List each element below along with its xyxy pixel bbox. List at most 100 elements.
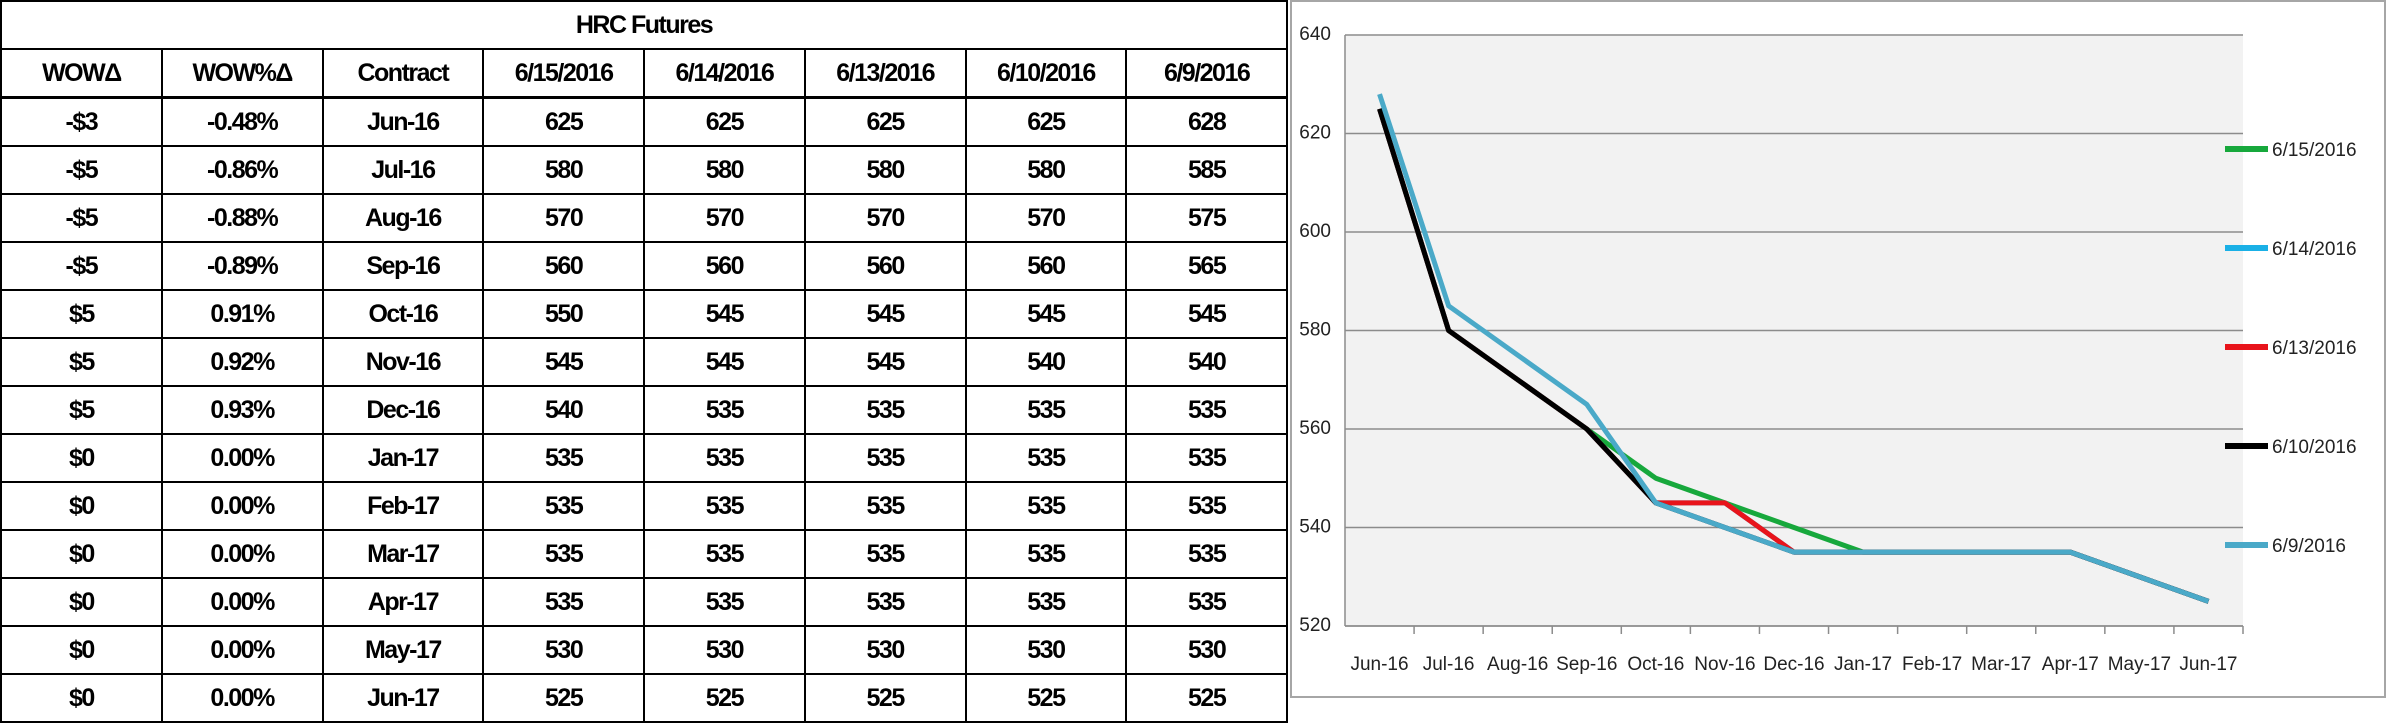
table-cell: 570 (643, 193, 806, 243)
table-cell: 535 (482, 433, 645, 483)
table-cell: 625 (964, 96, 1128, 147)
table-cell: $0 (0, 625, 163, 675)
legend-label: 6/15/2016 (2272, 140, 2357, 161)
table-cell: 535 (964, 385, 1128, 435)
table-cell: 585 (1125, 145, 1288, 195)
table-cell: -0.89% (160, 241, 324, 291)
data-row: $5 0.91% Oct-16 550 545 545 545 545 (0, 289, 1288, 339)
table-cell: $0 (0, 433, 163, 483)
table-cell: -$5 (0, 241, 163, 291)
table-cell: 550 (482, 289, 645, 339)
table-cell: 535 (482, 529, 645, 579)
data-row: -$5 -0.88% Aug-16 570 570 570 570 575 (0, 193, 1288, 243)
column-header: Contract (321, 48, 485, 99)
series-line (1377, 93, 2210, 604)
table-cell: 625 (643, 96, 806, 147)
table-cell: 0.00% (160, 481, 324, 531)
table-cell: 560 (803, 241, 967, 291)
table-cell: 530 (803, 625, 967, 675)
table-cell: Oct-16 (321, 289, 485, 339)
table-cell: 0.00% (160, 577, 324, 627)
table-cell: 580 (964, 145, 1128, 195)
table-cell: 560 (482, 241, 645, 291)
column-header: WOWΔ (0, 48, 163, 99)
x-tick-label: Aug-16 (1487, 654, 1548, 675)
table-cell: 0.00% (160, 529, 324, 579)
table-cell: 525 (964, 673, 1128, 723)
table-cell: 535 (803, 433, 967, 483)
table-cell: Dec-16 (321, 385, 485, 435)
table-cell: 545 (1125, 289, 1288, 339)
table-cell: 570 (964, 193, 1128, 243)
table-cell: 565 (1125, 241, 1288, 291)
table-cell: 580 (482, 145, 645, 195)
table-cell: Jun-17 (321, 673, 485, 723)
table-cell: 545 (803, 289, 967, 339)
y-tick-label: 560 (1299, 418, 1331, 439)
table-cell: 0.00% (160, 433, 324, 483)
table-cell: May-17 (321, 625, 485, 675)
data-row: $5 0.93% Dec-16 540 535 535 535 535 (0, 385, 1288, 435)
table-cell: 628 (1125, 96, 1288, 147)
table-cell: 535 (643, 481, 806, 531)
table-cell: 575 (1125, 193, 1288, 243)
table-cell: 560 (964, 241, 1128, 291)
table-cell: 540 (1125, 337, 1288, 387)
y-tick-label: 640 (1299, 24, 1331, 45)
column-header: 6/13/2016 (803, 48, 967, 99)
table-cell: $0 (0, 673, 163, 723)
table-cell: 525 (482, 673, 645, 723)
column-header: 6/9/2016 (1125, 48, 1288, 99)
data-row: -$5 -0.86% Jul-16 580 580 580 580 585 (0, 145, 1288, 195)
column-header: WOW%Δ (160, 48, 324, 99)
table-cell: 535 (803, 385, 967, 435)
table-cell: Mar-17 (321, 529, 485, 579)
x-tick-label: Feb-17 (1902, 654, 1962, 675)
legend-label: 6/9/2016 (2272, 536, 2346, 557)
x-tick-label: Jun-17 (2179, 654, 2237, 675)
table-cell: 545 (964, 289, 1128, 339)
table-cell: $5 (0, 289, 163, 339)
table-cell: 0.93% (160, 385, 324, 435)
x-tick-label: Mar-17 (1971, 654, 2031, 675)
x-tick-label: Jan-17 (1834, 654, 1892, 675)
x-tick-label: Sep-16 (1556, 654, 1617, 675)
table-cell: $0 (0, 529, 163, 579)
chart: 520 540 560 580 600 620 640 Jun-16 Jul-16 Aug-16 S… (1290, 0, 2386, 698)
column-header: 6/15/2016 (482, 48, 645, 99)
table-cell: Aug-16 (321, 193, 485, 243)
table-cell: 540 (482, 385, 645, 435)
table-cell: -0.88% (160, 193, 324, 243)
table-cell: 535 (964, 433, 1128, 483)
y-tick-label: 520 (1299, 615, 1331, 636)
table-cell: 535 (643, 385, 806, 435)
table-cell: 530 (964, 625, 1128, 675)
table-cell: 545 (803, 337, 967, 387)
table-cell: $5 (0, 337, 163, 387)
table-title: HRC Futures (0, 0, 1288, 50)
table-cell: Nov-16 (321, 337, 485, 387)
table-cell: Jun-16 (321, 96, 485, 147)
table-cell: 535 (643, 529, 806, 579)
table-cell: 535 (803, 481, 967, 531)
table-cell: 530 (643, 625, 806, 675)
table-cell: 525 (803, 673, 967, 723)
table-cell: 535 (803, 577, 967, 627)
data-row: $5 0.92% Nov-16 545 545 545 540 540 (0, 337, 1288, 387)
table-cell: Sep-16 (321, 241, 485, 291)
table-cell: 625 (482, 96, 645, 147)
table-cell: 545 (643, 289, 806, 339)
x-tick-label: Dec-16 (1763, 654, 1824, 675)
futures-table: HRC Futures WOWΔ WOW%Δ Contract 6/15/2016 6/… (0, 0, 1288, 723)
table-cell: 540 (964, 337, 1128, 387)
table-cell: 535 (1125, 385, 1288, 435)
table-cell: 525 (643, 673, 806, 723)
legend-label: 6/10/2016 (2272, 437, 2357, 458)
table-body: HRC Futures WOWΔ WOW%Δ Contract 6/15/2016 6/… (0, 0, 1288, 723)
table-cell: 545 (643, 337, 806, 387)
data-row: $0 0.00% May-17 530 530 530 530 530 (0, 625, 1288, 675)
table-cell: 0.92% (160, 337, 324, 387)
legend-label: 6/14/2016 (2272, 239, 2357, 260)
table-cell: 0.00% (160, 625, 324, 675)
